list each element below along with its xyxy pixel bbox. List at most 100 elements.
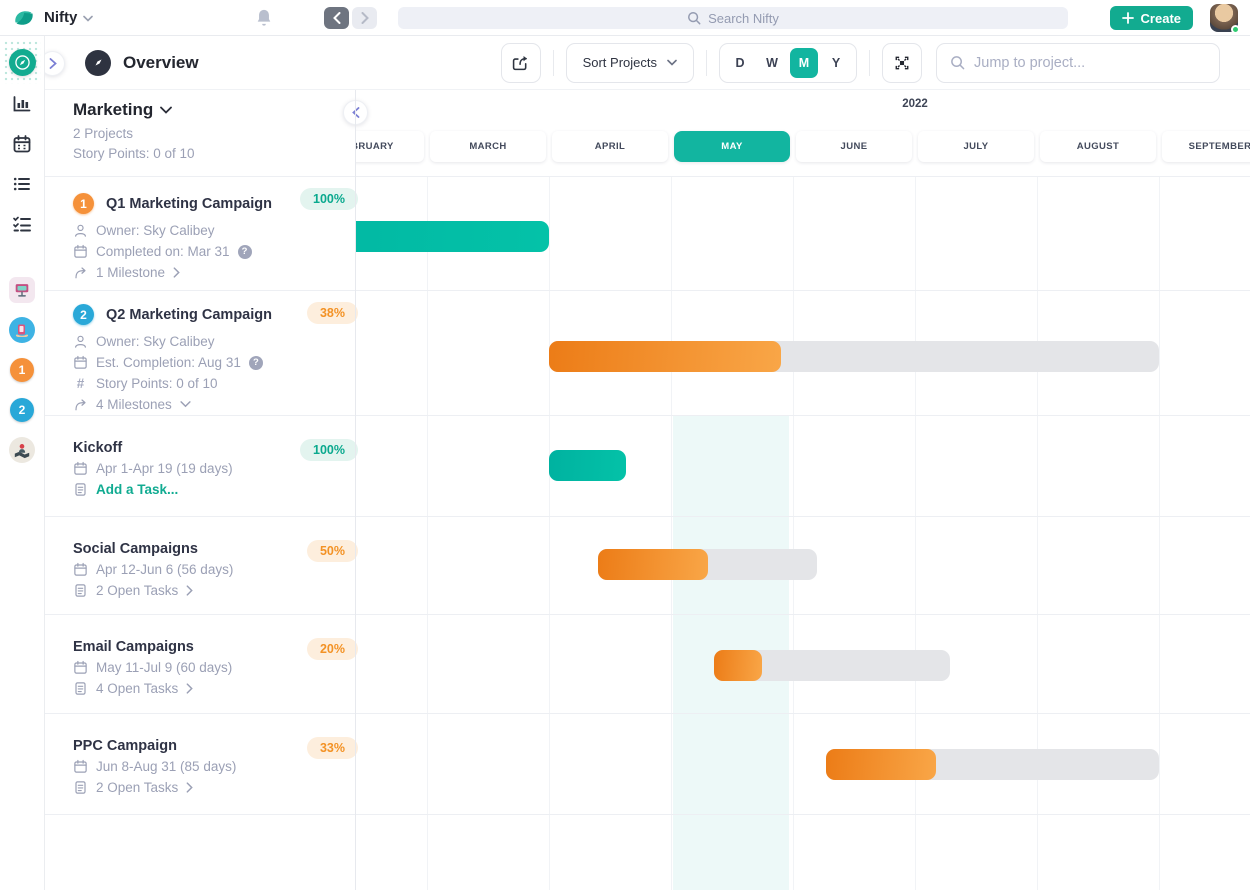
gantt-board: 2022 FEBRUARYMARCHAPRILMAYJUNEJULYAUGUST…	[45, 90, 1250, 890]
help-icon[interactable]: ?	[248, 355, 263, 370]
notifications-bell-icon[interactable]	[255, 8, 273, 28]
jump-to-project-placeholder: Jump to project...	[974, 54, 1086, 71]
open-tasks-link[interactable]: 2 Open Tasks	[73, 580, 355, 601]
milestones-link[interactable]: 1 Milestone	[73, 262, 355, 283]
share-icon	[512, 56, 528, 71]
project-group-header: Marketing 2 Projects Story Points: 0 of …	[45, 90, 1250, 176]
sidebar-item-reports[interactable]	[3, 84, 41, 124]
gantt-bar-fill[interactable]	[549, 341, 781, 372]
gantt-bar-fill[interactable]	[549, 450, 627, 481]
open-tasks-link[interactable]: 4 Open Tasks	[73, 678, 355, 699]
milestone-title[interactable]: Email Campaigns	[73, 639, 194, 655]
nifty-logo	[15, 11, 33, 25]
milestone-title[interactable]: Kickoff	[73, 440, 123, 456]
calendar-icon	[74, 244, 87, 258]
milestone-date: Jun 8-Aug 31 (85 days)	[96, 759, 237, 774]
group-project-count: 2 Projects	[73, 126, 134, 141]
share-button[interactable]	[500, 42, 541, 83]
calendar-icon	[74, 759, 87, 773]
chevron-left-icon	[351, 107, 359, 118]
chevron-down-icon	[180, 401, 191, 408]
create-button-label: Create	[1140, 10, 1181, 26]
month-pill-february[interactable]: FEBRUARY	[355, 131, 424, 162]
month-gridline	[427, 176, 428, 890]
month-gridline	[793, 176, 794, 890]
sidebar-project-avatar-3[interactable]	[3, 430, 41, 470]
project-thumbnail-icon	[9, 277, 35, 303]
jump-to-project-input[interactable]: Jump to project...	[936, 42, 1220, 83]
project-date: Est. Completion: Aug 31	[96, 355, 241, 370]
sort-projects-dropdown[interactable]: Sort Projects	[565, 42, 694, 83]
project-title[interactable]: Q1 Marketing Campaign	[106, 195, 272, 212]
month-pill-june[interactable]: JUNE	[796, 131, 912, 162]
calendar-icon	[74, 562, 87, 576]
add-task-link[interactable]: Add a Task...	[73, 479, 355, 500]
group-title[interactable]: Marketing	[73, 100, 1250, 120]
sidebar-item-list[interactable]	[3, 164, 41, 204]
month-pill-july[interactable]: JULY	[918, 131, 1034, 162]
month-gridline	[1037, 176, 1038, 890]
history-forward-button[interactable]	[352, 7, 377, 29]
plus-icon	[1121, 12, 1134, 24]
page-title: Overview	[123, 52, 199, 72]
sidebar-project-avatar-1[interactable]	[3, 270, 41, 310]
project-number-2: 2	[10, 398, 34, 422]
sidebar-item-tasks[interactable]	[3, 204, 41, 244]
month-pill-may[interactable]: MAY	[674, 131, 790, 162]
sidebar-project-avatar-2[interactable]	[3, 310, 41, 350]
global-search-input[interactable]: Search Nifty	[398, 7, 1068, 29]
app-menu[interactable]: Nifty	[44, 9, 94, 26]
timescale-day[interactable]: D	[735, 55, 745, 70]
progress-badge: 38%	[306, 302, 358, 324]
progress-badge: 20%	[306, 638, 358, 660]
group-story-points: Story Points: 0 of 10	[73, 146, 195, 161]
project-owner: Owner: Sky Calibey	[96, 223, 215, 238]
project-date: Completed on: Mar 31	[96, 244, 230, 259]
milestone-row: Email Campaigns May 11-Jul 9 (60 days) 4…	[45, 614, 1250, 713]
sidebar-item-overview[interactable]	[3, 40, 41, 84]
app-name: Nifty	[44, 9, 78, 26]
timescale-month[interactable]: M	[790, 47, 818, 78]
chevron-right-icon	[186, 782, 194, 793]
task-list-icon	[75, 682, 86, 695]
milestones-link[interactable]: 4 Milestones	[73, 394, 355, 415]
help-icon[interactable]: ?	[237, 244, 252, 259]
gantt-bar-fill[interactable]	[597, 549, 708, 580]
user-avatar[interactable]	[1210, 4, 1240, 34]
sidebar-project-2-badge[interactable]: 2	[3, 390, 41, 430]
month-pill-september[interactable]: SEPTEMBER	[1162, 131, 1250, 162]
sidebar-item-calendar[interactable]	[3, 124, 41, 164]
gantt-bar-fill[interactable]	[714, 650, 762, 681]
global-search-placeholder: Search Nifty	[708, 10, 779, 26]
milestone-date: Apr 12-Jun 6 (56 days)	[96, 562, 234, 577]
milestone-arrow-icon	[75, 267, 86, 279]
progress-badge: 33%	[306, 737, 358, 759]
sidebar: 1 2	[0, 36, 45, 890]
timescale-year[interactable]: Y	[831, 55, 841, 70]
sidebar-project-1-badge[interactable]: 1	[3, 350, 41, 390]
history-back-button[interactable]	[324, 7, 349, 29]
month-pill-august[interactable]: AUGUST	[1040, 131, 1156, 162]
user-icon	[75, 335, 86, 348]
milestone-title[interactable]: Social Campaigns	[73, 541, 198, 557]
milestone-title[interactable]: PPC Campaign	[73, 738, 177, 754]
gantt-bar-fill[interactable]	[355, 221, 549, 252]
milestone-row: Kickoff Apr 1-Apr 19 (19 days) Add a Tas…	[45, 415, 1250, 516]
open-tasks-link[interactable]: 2 Open Tasks	[73, 777, 355, 798]
month-pill-april[interactable]: APRIL	[552, 131, 668, 162]
project-title[interactable]: Q2 Marketing Campaign	[106, 306, 272, 323]
sidebar-spacer	[3, 244, 41, 270]
gantt-bar-fill[interactable]	[825, 749, 936, 780]
month-pill-march[interactable]: MARCH	[430, 131, 546, 162]
create-button[interactable]: Create	[1109, 6, 1193, 30]
chevron-right-icon	[49, 58, 57, 69]
calendar-icon	[74, 461, 87, 475]
month-gridline	[915, 176, 916, 890]
toolbar-divider	[552, 49, 554, 76]
project-number-badge: 1	[73, 193, 94, 214]
task-list-icon	[75, 584, 86, 597]
progress-badge: 100%	[300, 188, 358, 210]
gantt-row-lane	[355, 517, 1250, 614]
timescale-week[interactable]: W	[766, 55, 778, 70]
fullscreen-button[interactable]	[882, 42, 922, 83]
